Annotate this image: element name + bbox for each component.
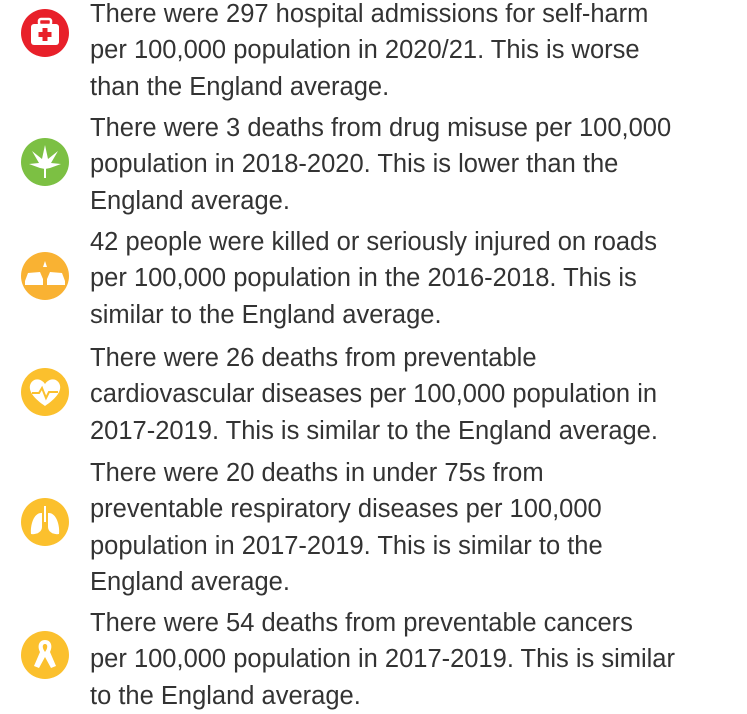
text-line: There were 297 hospital admissions for s… — [90, 0, 649, 28]
first-aid-icon — [21, 9, 69, 57]
item-text: There were 3 deaths from drug misuse per… — [90, 110, 671, 219]
item-text: There were 20 deaths in under 75s from pr… — [90, 455, 603, 600]
ribbon-icon — [21, 631, 69, 679]
heart-icon — [21, 368, 69, 416]
text-line: to the England average. — [90, 681, 361, 710]
text-line: preventable respiratory diseases per 100… — [90, 495, 602, 524]
item-text: There were 26 deaths from preventable car… — [90, 340, 658, 449]
text-line: England average. — [90, 186, 290, 215]
text-line: cardiovascular diseases per 100,000 popu… — [90, 380, 658, 409]
text-line: population in 2017-2019. This is similar… — [90, 531, 603, 560]
text-line: population in 2018-2020. This is lower t… — [90, 150, 619, 179]
item-text: There were 297 hospital admissions for s… — [90, 0, 648, 105]
text-line: 42 people were killed or seriously injur… — [90, 228, 657, 256]
text-line: There were 54 deaths from preventable ca… — [90, 609, 633, 637]
car-crash-icon — [21, 252, 69, 300]
lungs-icon — [21, 498, 69, 546]
leaf-icon — [21, 138, 69, 186]
text-line: England average. — [90, 567, 290, 596]
item-text: There were 54 deaths from preventable ca… — [90, 605, 675, 714]
item-text: 42 people were killed or seriously injur… — [90, 224, 657, 333]
text-line: 2017-2019. This is similar to the Englan… — [90, 416, 658, 445]
text-line: There were 26 deaths from preventable — [90, 344, 537, 372]
text-line: There were 3 deaths from drug misuse per… — [90, 114, 672, 142]
text-line: per 100,000 population in 2017-2019. Thi… — [90, 645, 675, 674]
text-line: similar to the England average. — [90, 300, 442, 329]
text-line: than the England average. — [90, 72, 390, 101]
text-line: per 100,000 population in 2020/21. This … — [90, 36, 640, 65]
text-line: per 100,000 population in the 2016-2018.… — [90, 264, 637, 293]
text-line: There were 20 deaths in under 75s from — [90, 459, 544, 487]
